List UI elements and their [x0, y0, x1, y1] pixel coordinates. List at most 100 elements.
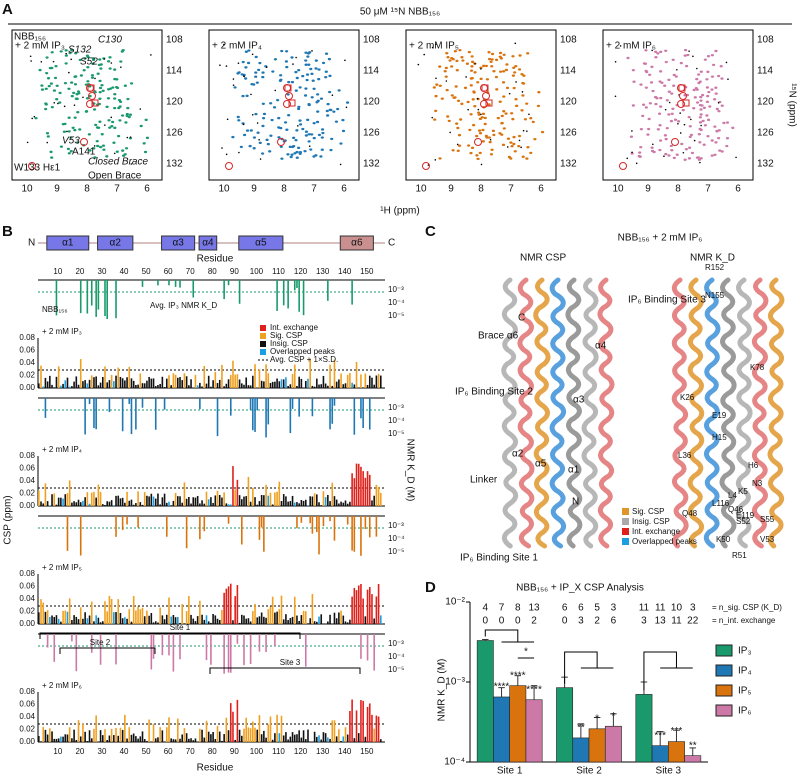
kd-bar [142, 280, 144, 287]
csp-bar [338, 612, 340, 624]
peak [258, 139, 260, 141]
peak [512, 143, 515, 145]
peak [56, 85, 59, 87]
csp-bar [345, 383, 347, 388]
peak [76, 98, 79, 100]
csp-bar [265, 738, 267, 742]
peak [279, 80, 282, 82]
annotation: S52 [80, 57, 98, 68]
csp-bar [265, 618, 267, 624]
csp-bar [250, 728, 252, 742]
y-tick-label: 120 [363, 97, 380, 108]
csp-bar [168, 502, 170, 506]
peak [439, 85, 442, 87]
y-tick-label: 0.08 [19, 451, 35, 460]
peak [321, 132, 324, 134]
csp-bar [195, 621, 197, 624]
csp-bar [126, 619, 128, 624]
csp-bar [342, 616, 344, 624]
y-tick-label: 0.04 [19, 594, 35, 603]
csp-bar [334, 613, 336, 624]
peak [704, 124, 707, 126]
peak [706, 71, 709, 73]
csp-bar [365, 373, 367, 388]
csp-bar [106, 611, 108, 624]
peak [667, 79, 670, 81]
helix-trace [584, 280, 596, 546]
csp-bar [102, 377, 104, 388]
peak [83, 69, 86, 71]
csp-bar [369, 475, 371, 506]
peak [521, 94, 524, 96]
csp-bar [184, 482, 186, 506]
peak [445, 67, 448, 69]
kd-bar [45, 398, 47, 418]
peak [688, 116, 691, 118]
peak [456, 127, 459, 129]
csp-bar [221, 365, 223, 388]
peak [505, 63, 508, 65]
csp-bar [371, 594, 373, 624]
peak [227, 118, 229, 120]
csp-bar [232, 712, 234, 742]
peak [446, 56, 449, 58]
csp-bar [157, 385, 159, 388]
csp-bar [60, 498, 62, 506]
csp-bar [67, 493, 69, 506]
peak [41, 88, 44, 90]
x-tick-label: 110 [272, 267, 285, 276]
csp-bar [380, 739, 382, 742]
csp-bar [292, 617, 294, 624]
csp-bar [373, 496, 375, 506]
panel-title: NBB₁₅₆ + 2 mM IP₆ [618, 233, 703, 244]
csp-bar [276, 612, 278, 624]
peak [273, 106, 276, 108]
csp-bar [292, 732, 294, 742]
peak [261, 71, 264, 73]
peak [468, 129, 471, 131]
helix-trace [600, 280, 612, 546]
peak [680, 62, 683, 64]
helix-trace [552, 280, 564, 546]
csp-bar [336, 618, 338, 624]
peak [511, 118, 514, 120]
peak [529, 117, 532, 119]
annotation: V53 [62, 136, 80, 147]
peak [670, 149, 673, 151]
peak [299, 123, 302, 125]
peak [74, 116, 77, 118]
peak [537, 105, 540, 107]
peak [40, 84, 43, 86]
peak [435, 83, 438, 85]
significance: * [524, 647, 528, 658]
peak [467, 101, 470, 103]
peak [256, 131, 259, 133]
legend-swatch [716, 665, 732, 676]
legend-swatch [260, 333, 266, 339]
csp-bar [47, 501, 49, 506]
peak [88, 133, 91, 135]
count: 0 [562, 616, 568, 627]
csp-bar [38, 612, 40, 624]
x-tick-label: 130 [316, 747, 330, 756]
x-tick-label: 80 [208, 267, 217, 276]
peak [328, 58, 331, 60]
peak [49, 151, 52, 153]
peak [107, 119, 110, 121]
peak [506, 87, 509, 89]
peak [57, 103, 59, 105]
peak [306, 73, 309, 75]
csp-bar [347, 375, 349, 388]
csp-bar [362, 599, 364, 624]
peak [641, 115, 644, 117]
y-tick-label: 126 [757, 128, 774, 139]
peak [298, 119, 301, 121]
csp-bar [117, 496, 119, 506]
peak [326, 103, 329, 105]
peak [313, 137, 316, 139]
csp-bar [124, 715, 126, 742]
peak [299, 86, 302, 88]
peak [639, 83, 642, 85]
peak [676, 69, 678, 71]
peak [291, 81, 294, 83]
